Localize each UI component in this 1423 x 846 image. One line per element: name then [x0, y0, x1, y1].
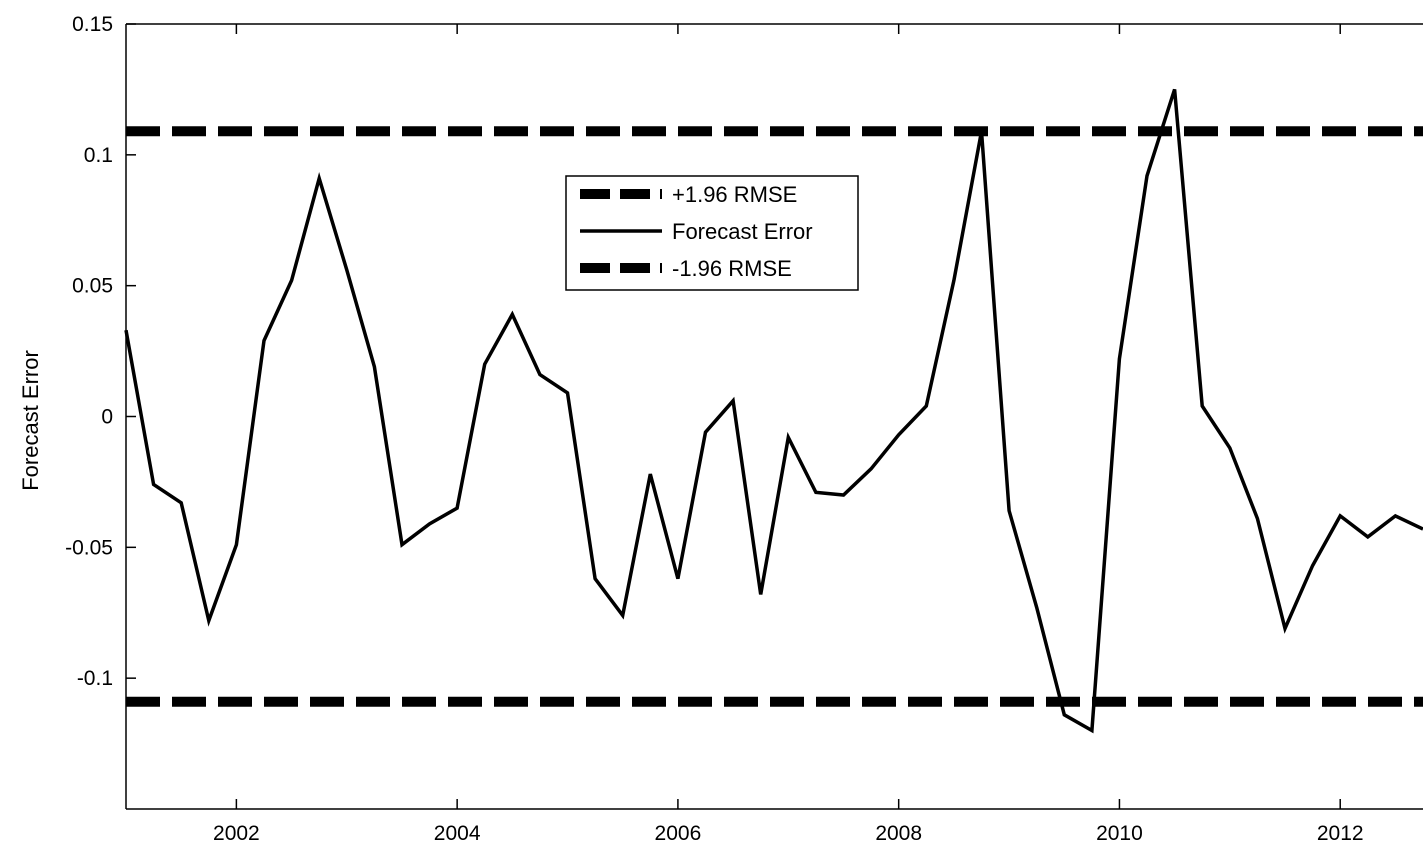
- x-tick-label: 2002: [213, 822, 260, 845]
- y-tick-label: -0.05: [65, 536, 113, 559]
- y-tick-label: 0.1: [84, 144, 113, 167]
- y-tick-label: 0: [101, 406, 113, 429]
- legend-box: [565, 175, 859, 291]
- x-tick-label: 2010: [1096, 822, 1143, 845]
- y-tick-label: -0.1: [77, 667, 113, 690]
- legend-label-0: +1.96 RMSE: [672, 182, 797, 207]
- legend-label-2: -1.96 RMSE: [672, 256, 792, 281]
- y-tick-label: 0.05: [72, 275, 113, 298]
- legend-label-1: Forecast Error: [672, 219, 813, 244]
- x-tick-label: 2012: [1317, 822, 1364, 845]
- y-axis-title: Forecast Error: [18, 350, 43, 491]
- x-tick-label: 2008: [875, 822, 922, 845]
- y-tick-labels: 0.15 0.1 0.05 0 -0.05 -0.1: [65, 13, 113, 690]
- x-tick-label: 2006: [655, 822, 702, 845]
- y-tick-label: 0.15: [72, 13, 113, 36]
- legend: +1.96 RMSE Forecast Error -1.96 RMSE: [565, 175, 859, 291]
- plot-lines: [124, 88, 1423, 734]
- x-tick-label: 2004: [434, 822, 481, 845]
- series-line-1: [124, 88, 1423, 734]
- x-tick-labels: 2002 2004 2006 2008 2010 2012: [213, 822, 1364, 845]
